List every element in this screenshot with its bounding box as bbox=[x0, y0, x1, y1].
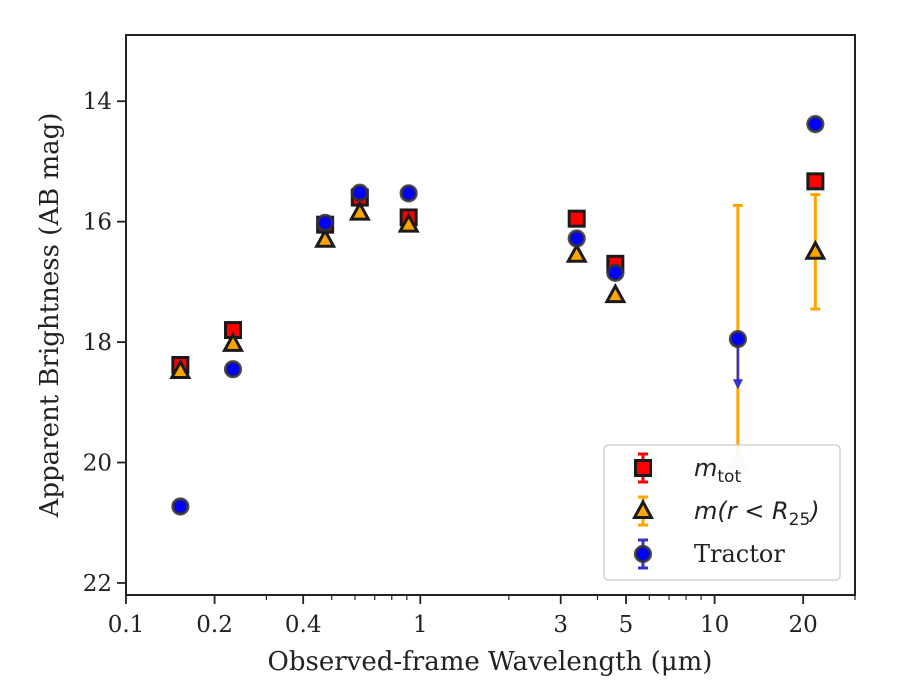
data-point bbox=[728, 329, 747, 349]
x-tick-label: 0.1 bbox=[108, 612, 145, 638]
legend-label: Tractor bbox=[694, 540, 785, 568]
x-tick-label: 3 bbox=[553, 612, 568, 638]
x-tick-label: 0.4 bbox=[285, 612, 322, 638]
data-point bbox=[565, 242, 588, 263]
x-axis: 0.1 0.2 0.4 1 3 5 10 20 bbox=[108, 595, 856, 638]
data-point bbox=[350, 183, 369, 202]
series-square-points bbox=[171, 172, 825, 374]
data-point bbox=[397, 212, 420, 233]
y-axis-label: Apparent Brightness (AB mag) bbox=[35, 113, 65, 519]
series-circle-points bbox=[171, 115, 825, 516]
x-axis-label: Observed-frame Wavelength (μm) bbox=[268, 647, 713, 677]
x-tick-label: 10 bbox=[700, 612, 729, 638]
y-tick-label: 20 bbox=[83, 451, 112, 477]
x-tick-label: 0.2 bbox=[196, 612, 233, 638]
data-point bbox=[606, 263, 625, 282]
legend-entry: mtot bbox=[634, 452, 741, 487]
x-tick-label: 1 bbox=[413, 612, 428, 638]
data-point bbox=[806, 172, 825, 191]
data-point bbox=[169, 358, 192, 379]
x-tick-label: 20 bbox=[789, 612, 818, 638]
y-tick-label: 14 bbox=[83, 89, 112, 115]
data-point bbox=[804, 239, 827, 260]
series-triangle-points bbox=[169, 193, 827, 470]
data-point bbox=[171, 497, 190, 516]
data-marks bbox=[169, 115, 827, 516]
data-point bbox=[314, 227, 337, 248]
upper-limit-arrow-head bbox=[732, 379, 743, 390]
legend-entry: Tractor bbox=[633, 538, 785, 570]
legend-marker bbox=[634, 459, 652, 477]
data-point bbox=[221, 331, 245, 352]
data-point bbox=[604, 283, 627, 304]
legend-marker bbox=[633, 544, 653, 564]
y-axis: 14 16 18 20 22 bbox=[83, 89, 126, 597]
legend-entry: m(r < R25) bbox=[631, 495, 820, 530]
x-tick-label: 5 bbox=[619, 612, 634, 638]
data-point bbox=[399, 184, 418, 203]
data-point bbox=[567, 209, 586, 228]
legend-label: m(r < R25) bbox=[694, 497, 820, 530]
y-tick-label: 22 bbox=[83, 571, 112, 597]
y-tick-label: 16 bbox=[83, 210, 112, 236]
data-point bbox=[223, 360, 243, 379]
data-point bbox=[567, 229, 586, 248]
plot-frame bbox=[125, 34, 856, 596]
data-point bbox=[348, 200, 371, 221]
legend-label: mtot bbox=[694, 454, 741, 487]
data-point bbox=[806, 115, 825, 134]
data-point bbox=[316, 213, 335, 232]
y-tick-label: 18 bbox=[83, 330, 112, 356]
legend-box bbox=[603, 444, 841, 581]
legend: mtot m(r < R25) Tractor bbox=[603, 444, 841, 581]
legend-marker bbox=[631, 498, 655, 519]
